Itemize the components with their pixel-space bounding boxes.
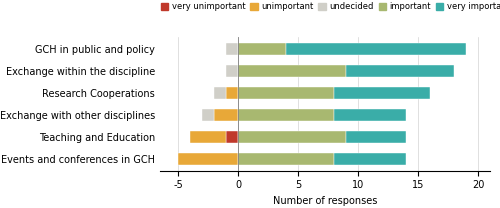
Bar [238,65,346,77]
Bar [334,109,406,121]
Bar [334,87,430,99]
X-axis label: Number of responses: Number of responses [273,196,377,206]
Bar [346,65,454,77]
Bar [334,152,406,165]
Bar [190,131,226,143]
Bar [226,87,238,99]
Bar [226,65,238,77]
Legend: very unimportant, unimportant, undecided, important, very important: very unimportant, unimportant, undecided… [158,0,500,15]
Bar [238,152,334,165]
Bar [202,109,214,121]
Bar [214,87,226,99]
Bar [286,43,466,56]
Bar [238,109,334,121]
Bar [238,87,334,99]
Bar [238,43,286,56]
Bar [214,109,238,121]
Bar [226,43,238,56]
Bar [238,131,346,143]
Bar [346,131,406,143]
Bar [226,131,238,143]
Bar [178,152,238,165]
